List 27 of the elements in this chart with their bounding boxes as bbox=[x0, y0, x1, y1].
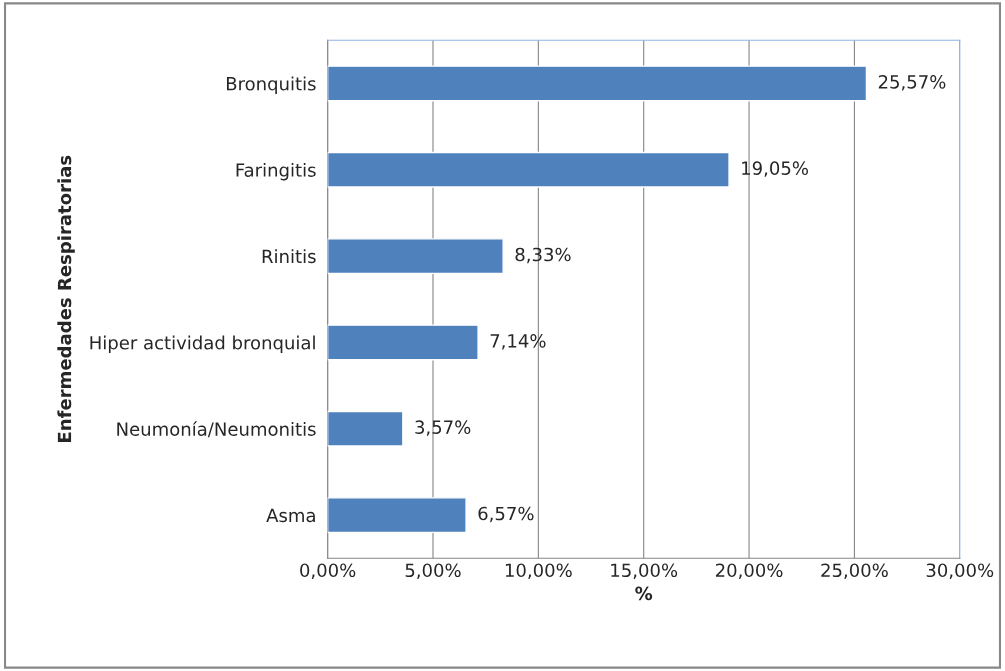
bar bbox=[327, 65, 868, 102]
y-axis-title: Enfermedades Respiratorias bbox=[57, 155, 75, 442]
bar bbox=[327, 410, 404, 447]
data-label: 8,33% bbox=[515, 247, 571, 264]
bar bbox=[327, 151, 730, 188]
data-label: 3,57% bbox=[415, 420, 471, 436]
y-tick-label: Hiper actividad bronquial bbox=[90, 335, 315, 354]
x-tick-label: 5,00% bbox=[405, 563, 461, 579]
y-tick-label: Faringitis bbox=[236, 162, 316, 181]
x-axis-title: % bbox=[635, 586, 653, 601]
x-tick-label: 30,00% bbox=[926, 563, 994, 579]
bar bbox=[327, 497, 467, 534]
x-tick-label: 25,00% bbox=[821, 563, 888, 579]
bar bbox=[327, 324, 479, 361]
x-tick-label: 0,00% bbox=[300, 563, 356, 579]
x-tick-label: 10,00% bbox=[505, 563, 572, 579]
y-tick-label: Asma bbox=[266, 508, 315, 523]
data-label: 6,57% bbox=[478, 506, 534, 523]
bar bbox=[327, 238, 504, 275]
y-tick-label: Rinitis bbox=[262, 249, 316, 264]
y-tick-label: Neumonía/Neumonitis bbox=[117, 421, 316, 438]
x-tick-label: 20,00% bbox=[715, 563, 783, 579]
data-label: 7,14% bbox=[490, 334, 546, 350]
data-label: 25,57% bbox=[878, 75, 946, 91]
y-tick-label: Bronquitis bbox=[226, 76, 316, 95]
data-label: 19,05% bbox=[742, 161, 808, 177]
x-tick-label: 15,00% bbox=[611, 563, 678, 579]
